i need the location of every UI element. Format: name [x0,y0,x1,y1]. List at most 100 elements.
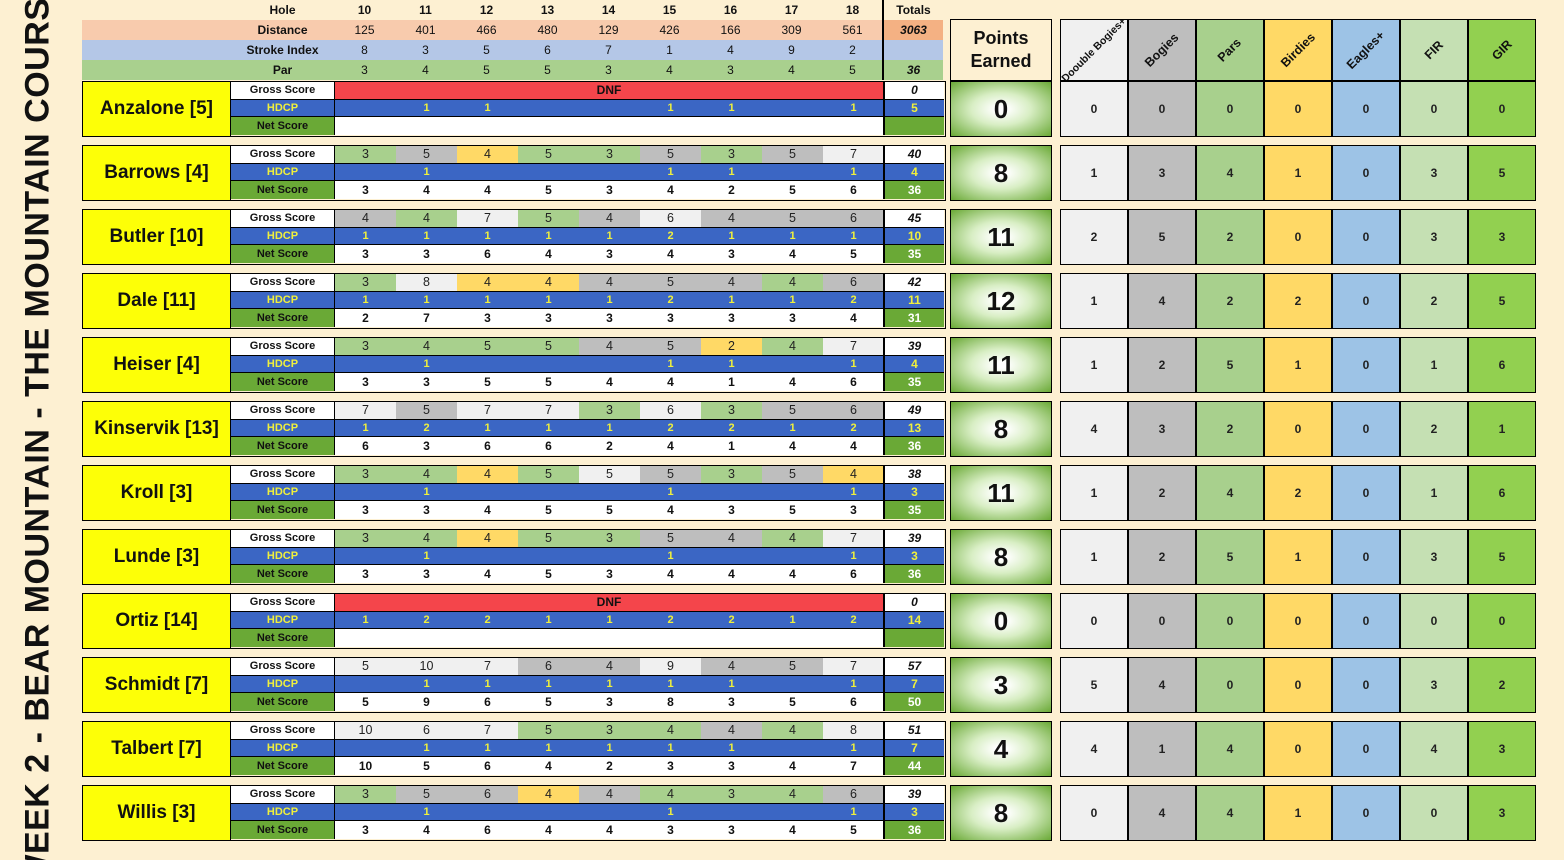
net-score-cell: 4 [545,823,552,837]
gross-score-cell: 4 [701,530,762,547]
gross-score-cell: 4 [701,722,762,739]
player-block: Ortiz [14] Gross Score HDCP Net Score DNF 1 2 2… [82,593,946,649]
distance-cell: 466 [476,23,497,37]
hdcp-cell: 1 [545,229,552,242]
fir-count: 2 [1400,273,1468,329]
hole-row: Hole 10 11 12 13 14 15 16 17 18 Totals [82,0,943,20]
dnf-bar: DNF [335,594,883,611]
player-block: Willis [3] Gross Score HDCP Net Score 3 5 6 4 4 4… [82,785,946,841]
hdcp-cell: 1 [484,741,491,754]
gross-score-cell: 6 [640,210,701,227]
net-total [883,117,944,135]
net-score-cell: 8 [667,695,674,709]
gross-score-cell: 6 [396,722,457,739]
hdcp-total: 7 [883,739,944,757]
stroke-index-cell: 8 [361,43,368,57]
eagles-header-label: Eagles+ [1344,28,1388,72]
hdcp-label: HDCP [231,675,335,693]
net-score-cell: 6 [484,247,491,261]
net-score-cell: 4 [667,567,674,581]
gross-score-cell: 5 [762,658,823,675]
distance-cell: 309 [781,23,802,37]
net-score-label: Net Score [231,629,335,647]
stroke-index-cell: 7 [605,43,612,57]
hdcp-cell: 1 [423,485,430,498]
gross-score-cell: 5 [396,402,457,419]
distance-cell: 125 [354,23,375,37]
gross-score-cell: 5 [762,146,823,163]
gross-score-cell: 4 [579,338,640,355]
gross-score-cell: 5 [762,210,823,227]
hdcp-total: 4 [883,163,944,181]
player-name: Willis [3] [83,786,231,840]
gross-score-cell: 7 [457,210,518,227]
net-score-label: Net Score [231,373,335,391]
net-score-cell: 10 [358,759,373,773]
points-earned: 0 [950,593,1052,649]
hole-total: Totals [882,0,943,20]
hdcp-cell [579,100,640,117]
net-score-cell: 5 [545,503,552,517]
fir-count: 2 [1400,401,1468,457]
net-score-cell: 9 [423,695,430,709]
net-total: 36 [883,565,944,583]
gir-count: 3 [1468,209,1536,265]
net-score-cell: 4 [789,247,796,261]
net-score-cell: 2 [728,183,735,197]
gross-score-cell: 4 [762,530,823,547]
net-score-cell: 4 [789,567,796,581]
hdcp-cell: 1 [850,229,857,242]
hdcp-cell: 2 [728,421,735,434]
net-score-cell: 6 [362,439,369,453]
net-score-row: 5 9 6 5 3 8 3 5 6 [335,693,883,711]
par-row: Par 3 4 5 5 3 4 3 4 5 36 [82,60,943,80]
gross-score-label: Gross Score [231,594,335,612]
fir-count: 3 [1400,209,1468,265]
hdcp-cell: 1 [606,613,613,626]
gross-score-cell: 7 [457,722,518,739]
hdcp-cell: 1 [362,229,369,242]
net-score-cell: 3 [362,567,369,581]
hole-cell: 14 [601,3,616,17]
gross-score-cell: 5 [579,466,640,483]
net-total: 35 [883,245,944,263]
gross-score-cell: 4 [396,210,457,227]
hdcp-cell: 1 [362,421,369,434]
hdcp-row: 1 1 1 1 1 2 1 1 1 [335,227,883,245]
hdcp-cell: 1 [728,677,735,690]
net-score-cell: 3 [423,503,430,517]
net-score-cell: 3 [423,439,430,453]
bogies-header-label: Bogies [1142,30,1182,70]
hole-cell: 10 [357,3,372,17]
net-score-cell: 6 [484,759,491,773]
gross-score-cell: 8 [823,722,884,739]
hdcp-total: 10 [883,227,944,245]
net-score-row: 2 7 3 3 3 3 3 3 4 [335,309,883,327]
net-score-row [335,117,883,135]
net-score-label: Net Score [231,565,335,583]
eagles-count: 0 [1332,785,1400,841]
net-score-cell: 4 [606,375,613,389]
hdcp-cell: 1 [484,421,491,434]
net-score-cell: 6 [484,439,491,453]
gross-score-cell: 3 [335,786,396,803]
net-score-cell: 3 [484,311,491,325]
birdies-count: 2 [1264,273,1332,329]
points-earned: 11 [950,465,1052,521]
net-score-cell: 5 [545,695,552,709]
net-score-cell: 3 [545,311,552,325]
gross-score-cell: 2 [701,338,762,355]
hdcp-cell: 2 [484,613,491,626]
net-score-cell: 6 [545,439,552,453]
hdcp-cell: 1 [667,165,674,178]
hdcp-cell: 1 [728,101,735,114]
eagles-count: 0 [1332,81,1400,137]
hdcp-total: 5 [883,99,944,117]
hole-cell: 16 [723,3,738,17]
net-score-cell: 3 [667,823,674,837]
hdcp-cell [762,100,823,117]
hdcp-cell [457,484,518,501]
gross-score-cell: 4 [640,786,701,803]
